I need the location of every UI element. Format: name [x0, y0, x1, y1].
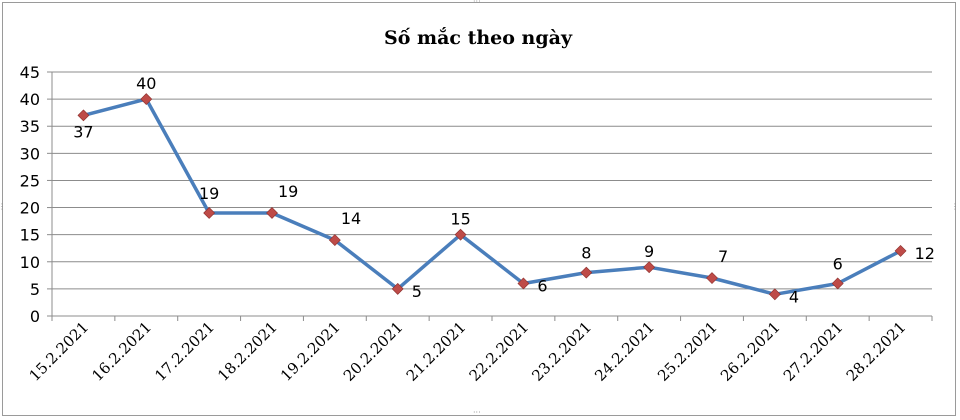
y-tick-label: 15 — [20, 226, 40, 245]
axes — [47, 71, 933, 321]
data-label: 12 — [915, 244, 935, 263]
data-label: 6 — [537, 276, 547, 295]
resize-handle-right[interactable]: ⋮ — [951, 202, 959, 211]
data-point-marker — [580, 266, 593, 279]
data-point-marker — [266, 207, 278, 219]
x-tick-label: 17.2.2021 — [151, 318, 218, 385]
x-tick-label: 19.2.2021 — [277, 318, 344, 385]
data-label: 14 — [341, 209, 361, 228]
data-label: 5 — [412, 282, 422, 301]
x-tick-label: 26.2.2021 — [717, 318, 784, 385]
x-tick-label: 25.2.2021 — [654, 318, 721, 385]
data-point-marker — [831, 277, 844, 290]
data-label: 15 — [450, 210, 470, 229]
y-tick-label: 35 — [20, 117, 40, 136]
data-point-marker — [328, 234, 341, 247]
x-tick-label: 27.2.2021 — [780, 318, 847, 385]
x-tick-label: 20.2.2021 — [340, 318, 407, 385]
data-label: 7 — [718, 247, 728, 266]
data-label: 9 — [644, 242, 654, 261]
x-tick-label: 28.2.2021 — [843, 318, 910, 385]
data-point-marker — [643, 261, 656, 274]
resize-handle-top[interactable]: ··· — [473, 0, 481, 6]
data-point-marker — [768, 288, 781, 301]
y-tick-label: 25 — [20, 171, 40, 190]
chart-title: Số mắc theo ngày — [384, 27, 573, 49]
data-label: 19 — [278, 182, 298, 201]
y-tick-label: 40 — [20, 90, 40, 109]
y-tick-label: 45 — [20, 63, 40, 82]
y-tick-label: 5 — [30, 280, 40, 299]
x-tick-label: 24.2.2021 — [591, 318, 658, 385]
resize-handle-left[interactable]: ⋮ — [0, 202, 6, 211]
y-tick-label: 30 — [20, 144, 40, 163]
y-tick-label: 10 — [20, 253, 40, 272]
x-tick-label: 21.2.2021 — [403, 318, 470, 385]
data-label: 19 — [199, 184, 219, 203]
data-point-marker — [391, 282, 404, 295]
data-label: 4 — [789, 287, 799, 306]
x-tick-label: 18.2.2021 — [214, 318, 281, 385]
data-label: 37 — [73, 122, 93, 141]
data-point-marker — [706, 272, 718, 284]
x-tick-label: 23.2.2021 — [528, 318, 595, 385]
data-labels: 37 40 19 19 14 5 15 6 8 9 7 4 6 12 — [73, 74, 935, 306]
y-axis-tick-labels: 0 5 10 15 20 25 30 35 40 45 — [20, 63, 40, 326]
x-tick-label: 22.2.2021 — [466, 318, 533, 385]
data-point-marker — [894, 245, 907, 257]
data-point-marker — [203, 207, 216, 219]
data-point-marker — [77, 109, 90, 122]
x-axis-tick-labels: 15.2.202116.2.202117.2.202118.2.202119.2… — [26, 318, 910, 385]
y-tick-label: 20 — [20, 199, 40, 218]
x-tick-label: 16.2.2021 — [88, 318, 155, 385]
series-line — [82, 97, 902, 297]
data-point-marker — [140, 93, 153, 106]
data-point-marker — [517, 277, 530, 290]
data-markers — [77, 93, 907, 301]
x-tick-label: 15.2.2021 — [26, 318, 93, 385]
data-label: 40 — [136, 74, 156, 93]
data-label: 6 — [833, 254, 843, 273]
y-tick-label: 0 — [30, 307, 40, 326]
resize-handle-bottom[interactable]: ··· — [473, 408, 481, 417]
data-point-marker — [454, 228, 467, 241]
series-line-layer — [82, 97, 902, 297]
gridlines — [52, 71, 932, 290]
data-label: 8 — [581, 244, 591, 263]
